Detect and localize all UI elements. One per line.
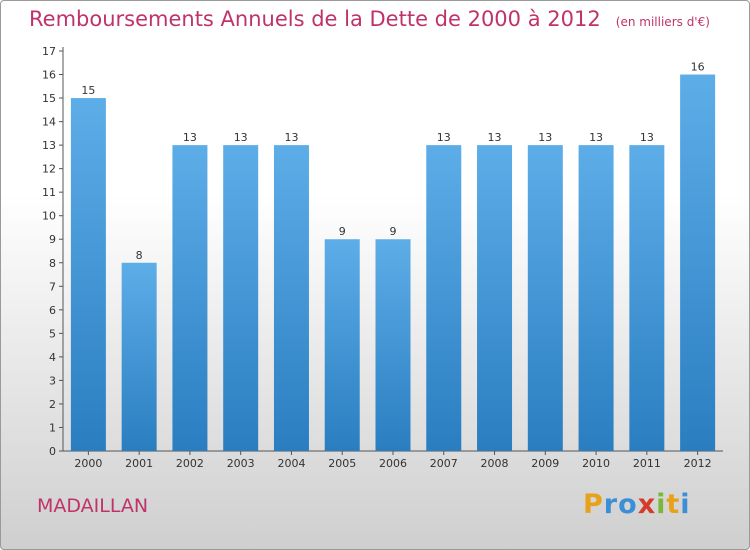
y-tick-label: 14 — [42, 116, 56, 129]
x-tick-label: 2000 — [74, 457, 102, 470]
y-tick-label: 11 — [42, 186, 56, 199]
data-label: 13 — [488, 131, 502, 144]
bar — [375, 239, 411, 451]
chart-title-row: Remboursements Annuels de la Dette de 20… — [29, 7, 710, 31]
x-tick-label: 2001 — [125, 457, 153, 470]
chart-unit-note: (en milliers d'€) — [615, 15, 710, 29]
x-tick-label: 2002 — [176, 457, 204, 470]
y-tick-label: 4 — [49, 351, 56, 364]
bar — [578, 145, 614, 451]
x-tick-label: 2003 — [227, 457, 255, 470]
data-label: 9 — [339, 225, 346, 238]
y-tick-label: 3 — [49, 374, 56, 387]
y-tick-label: 8 — [49, 257, 56, 270]
data-label: 13 — [183, 131, 197, 144]
bar — [324, 239, 360, 451]
y-tick-label: 15 — [42, 92, 56, 105]
y-tick-label: 6 — [49, 304, 56, 317]
bar — [121, 262, 157, 451]
y-tick-label: 10 — [42, 210, 56, 223]
x-tick-label: 2004 — [277, 457, 305, 470]
bar — [680, 74, 716, 451]
data-label: 8 — [136, 249, 143, 262]
x-tick-label: 2005 — [328, 457, 356, 470]
data-label: 13 — [538, 131, 552, 144]
brand-logo: Proxiti — [583, 489, 691, 520]
data-label: 13 — [437, 131, 451, 144]
x-tick-label: 2006 — [379, 457, 407, 470]
bar — [629, 145, 665, 451]
data-label: 13 — [589, 131, 603, 144]
x-tick-label: 2007 — [430, 457, 458, 470]
y-tick-label: 5 — [49, 327, 56, 340]
y-tick-label: 13 — [42, 139, 56, 152]
chart-bars — [70, 74, 716, 451]
y-tick-label: 12 — [42, 163, 56, 176]
bar — [273, 145, 309, 451]
bar — [426, 145, 462, 451]
data-label: 9 — [390, 225, 397, 238]
chart-labels: 2000 15 2001 8 2002 13 2003 13 2004 13 2005 9 2006 9 2… — [74, 61, 711, 470]
brand-letter: i — [680, 489, 691, 520]
bar — [172, 145, 208, 451]
data-label: 13 — [284, 131, 298, 144]
x-tick-label: 2009 — [531, 457, 559, 470]
brand-letter: x — [637, 489, 657, 520]
data-label: 13 — [640, 131, 654, 144]
brand-letter: P — [583, 489, 604, 520]
bar — [223, 145, 259, 451]
y-tick-label: 17 — [42, 45, 56, 58]
brand-letter: r — [603, 489, 619, 520]
data-label: 13 — [234, 131, 248, 144]
x-tick-label: 2011 — [633, 457, 661, 470]
brand-letter: o — [618, 489, 638, 520]
data-label: 15 — [81, 84, 95, 97]
bar — [527, 145, 563, 451]
x-tick-label: 2010 — [582, 457, 610, 470]
data-label: 16 — [691, 61, 705, 74]
y-tick-label: 7 — [49, 280, 56, 293]
brand-letter: t — [666, 489, 681, 520]
y-tick-label: 0 — [49, 445, 56, 458]
y-tick-label: 1 — [49, 421, 56, 434]
bar — [477, 145, 513, 451]
y-tick-label: 9 — [49, 233, 56, 246]
x-tick-label: 2012 — [684, 457, 712, 470]
y-tick-label: 16 — [42, 69, 56, 82]
x-tick-label: 2008 — [481, 457, 509, 470]
bar — [70, 98, 106, 451]
location-name: MADAILLAN — [37, 495, 149, 517]
chart-title: Remboursements Annuels de la Dette de 20… — [29, 7, 601, 31]
y-tick-label: 2 — [49, 398, 56, 411]
brand-letter: i — [656, 489, 667, 520]
